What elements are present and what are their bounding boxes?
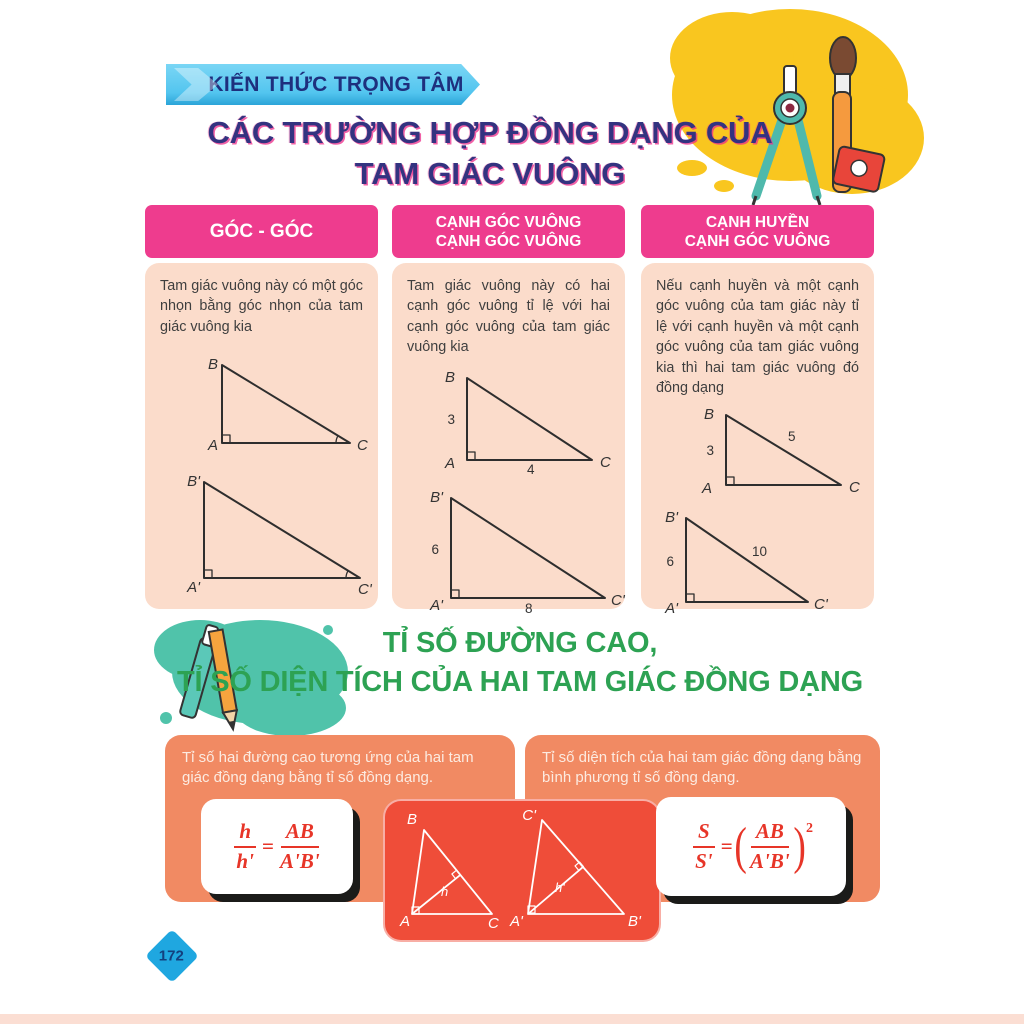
column-header: CẠNH GÓC VUÔNG CẠNH GÓC VUÔNG	[392, 205, 625, 258]
triangle-a1b1c1-diagram: B' A' C' 6 8	[429, 489, 626, 616]
svg-text:A': A'	[186, 579, 201, 596]
svg-text:B': B'	[430, 489, 444, 506]
svg-text:3: 3	[706, 443, 714, 458]
column-hypotenuse-leg: CẠNH HUYỀN CẠNH GÓC VUÔNG Nếu cạnh huyền…	[641, 205, 874, 616]
svg-text:A: A	[207, 437, 218, 454]
area-ratio-text: Tỉ số diện tích của hai tam giác đồng dạ…	[542, 749, 862, 787]
similar-triangles-diagram-box: B A C h C' A' B' h'	[383, 799, 661, 942]
main-title-line1: CÁC TRƯỜNG HỢP ĐỒNG DẠNG CỦA	[207, 115, 773, 150]
column-leg-leg: CẠNH GÓC VUÔNG CẠNH GÓC VUÔNG Tam giác v…	[392, 205, 626, 616]
compass-icon	[751, 65, 822, 206]
svg-text:3: 3	[447, 412, 455, 427]
svg-text:h: h	[441, 884, 448, 899]
svg-text:C': C'	[814, 596, 829, 613]
column-panel: Tam giác vuông này có một góc nhọn bằng …	[145, 263, 378, 609]
svg-text:C': C'	[522, 807, 537, 824]
fraction-ab: AB A'B'	[749, 819, 790, 873]
fraction-ab: AB A'B'	[279, 819, 320, 873]
svg-text:A': A'	[429, 597, 444, 614]
column-header-line2: CẠNH GÓC VUÔNG	[684, 232, 831, 250]
page-number-badge: 172	[145, 929, 199, 983]
svg-text:C: C	[357, 437, 368, 454]
column-header-line1: CẠNH GÓC VUÔNG	[435, 213, 582, 231]
svg-text:A: A	[701, 480, 712, 497]
svg-text:8: 8	[525, 601, 533, 616]
fraction-s: S S'	[693, 819, 715, 874]
svg-text:C: C	[488, 915, 499, 932]
column-header-line2: CẠNH GÓC VUÔNG	[435, 232, 582, 250]
column-body-text: Nếu cạnh huyền và một cạnh góc vuông của…	[656, 278, 859, 397]
section2-title: TỈ SỐ ĐƯỜNG CAO, TỈ SỐ DIỆN TÍCH CỦA HAI…	[140, 624, 900, 702]
triangle-abc-diagram: B A C 3 4	[444, 369, 611, 477]
main-title: CÁC TRƯỜNG HỢP ĐỒNG DẠNG CỦA TAM GIÁC VU…	[150, 112, 830, 194]
pencils-illustration	[154, 620, 348, 736]
svg-text:C: C	[600, 454, 611, 471]
page-number: 172	[159, 947, 185, 965]
svg-text:B: B	[407, 811, 417, 828]
column-header: GÓC - GÓC	[145, 205, 378, 258]
banner-label: KIẾN THỨC TRỌNG TÂM	[208, 72, 464, 96]
area-formula: S S' = ( AB A'B' ) 2	[689, 819, 813, 874]
svg-text:B': B'	[628, 913, 642, 930]
triangle-a1b1c1-diagram: B' A' C' 6 10	[664, 509, 829, 616]
svg-text:B': B'	[187, 473, 201, 490]
triangle-abc-diagram: B A C	[207, 356, 368, 454]
svg-text:A: A	[399, 913, 410, 930]
svg-text:4: 4	[527, 462, 535, 477]
svg-text:A: A	[444, 455, 455, 472]
equals-sign: =	[720, 834, 733, 858]
svg-text:h': h'	[555, 880, 565, 895]
svg-text:A': A'	[664, 600, 679, 616]
svg-text:C: C	[849, 479, 860, 496]
column-header: CẠNH HUYỀN CẠNH GÓC VUÔNG	[641, 205, 874, 258]
pencil-icon	[207, 628, 239, 732]
svg-text:B': B'	[665, 509, 679, 526]
section2-title-line1: TỈ SỐ ĐƯỜNG CAO,	[382, 627, 658, 659]
exponent: 2	[806, 821, 813, 836]
altitude-triangles-diagram: B A C h C' A' B' h'	[399, 807, 642, 932]
column-header-label: GÓC - GÓC	[209, 220, 314, 242]
svg-text:B: B	[704, 406, 714, 423]
column-angle-angle: GÓC - GÓC Tam giác vuông này có một góc …	[145, 205, 378, 609]
svg-text:6: 6	[431, 542, 439, 557]
knowledge-banner: KIẾN THỨC TRỌNG TÂM	[166, 64, 480, 105]
svg-text:C': C'	[611, 592, 626, 609]
main-title-line2: TAM GIÁC VUÔNG	[354, 156, 626, 191]
altitude-ratio-text: Tỉ số hai đường cao tương ứng của hai ta…	[182, 749, 474, 787]
svg-text:A': A'	[509, 913, 524, 930]
area-formula-card: S S' = ( AB A'B' ) 2	[656, 797, 846, 896]
equals-sign: =	[262, 834, 274, 858]
fraction-h: h h'	[234, 819, 257, 874]
compass-brush-illustration	[670, 9, 924, 206]
altitude-formula-card: h h' = AB A'B'	[201, 799, 353, 894]
svg-text:5: 5	[788, 429, 796, 444]
sharpener-icon	[832, 145, 886, 193]
svg-text:6: 6	[666, 554, 674, 569]
svg-text:B: B	[208, 356, 218, 373]
svg-text:B: B	[445, 369, 455, 386]
triangle-abc-diagram: B A C 3 5	[701, 406, 860, 497]
svg-text:10: 10	[752, 544, 767, 559]
bottom-strip	[0, 1014, 1024, 1024]
section2-title-line2: TỈ SỐ DIỆN TÍCH CỦA HAI TAM GIÁC ĐỒNG DẠ…	[177, 666, 863, 698]
column-header-line1: CẠNH HUYỀN	[705, 213, 810, 231]
triangle-a1b1c1-diagram: B' A' C'	[186, 473, 373, 598]
column-panel: Tam giác vuông này có hai cạnh góc vuông…	[392, 263, 626, 616]
column-body-text: Tam giác vuông này có hai cạnh góc vuông…	[407, 278, 610, 356]
altitude-formula: h h' = AB A'B'	[230, 819, 323, 874]
svg-text:C': C'	[358, 581, 373, 598]
column-panel: Nếu cạnh huyền và một cạnh góc vuông của…	[641, 263, 874, 616]
column-body-text: Tam giác vuông này có một góc nhọn bằng …	[160, 278, 363, 335]
